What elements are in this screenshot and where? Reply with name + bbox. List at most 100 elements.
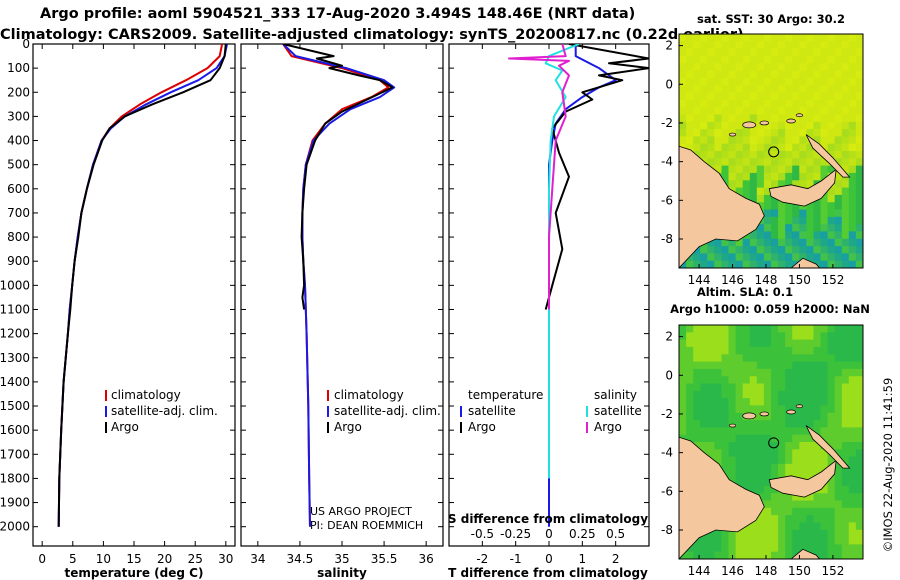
map-cell [806,143,815,152]
map-cell [728,456,737,465]
map-cell [735,238,744,247]
map-cell [806,361,815,370]
map-cell [707,361,715,370]
map-cell [742,346,751,355]
map-cell [799,114,807,123]
map-cell [855,515,863,523]
map-cell [827,41,836,50]
map-cell [693,427,701,436]
map-cell [714,121,723,130]
map-cell [721,253,730,262]
map-cell [771,209,779,218]
map-cell [728,354,737,363]
lon-tick-label: 146 [721,564,744,578]
map-cell [707,537,715,545]
map-cell [834,48,843,57]
map-cell [721,463,730,472]
map-cell [834,172,843,181]
map-cell [792,515,800,523]
map-cell [855,224,863,232]
map-cell [841,194,850,203]
map-cell [799,158,807,167]
map-cell [820,537,829,545]
map-cell [778,165,786,174]
map-cell [841,325,850,333]
map-cell [728,165,737,174]
map-cell [799,376,807,385]
map-cell [756,354,765,363]
map-cell [686,361,694,370]
map-cell [735,165,744,174]
map-cell [806,121,815,130]
map-cell [700,92,708,101]
map-cell [785,158,793,167]
map-cell [820,522,829,531]
map-cell [771,500,779,509]
map-cell [707,99,715,108]
map-cell [778,260,786,268]
map-cell [848,354,857,363]
legend-argo: Argo [334,420,362,434]
map-cell [792,507,800,516]
map-cell [728,427,737,436]
map-cell [834,151,843,159]
map-cell [813,398,822,406]
map-cell [735,339,744,348]
map-cell [707,420,715,428]
map-cell [749,463,758,472]
map-cell [714,368,723,377]
lon-tick-label: 144 [688,273,711,287]
map-cell [834,368,843,377]
map-cell [714,165,723,174]
map-cell [841,456,850,465]
map-cell [700,143,708,152]
map-cell [749,551,758,559]
map-cell [714,537,723,545]
map-cell [771,202,779,211]
map-cell [813,412,822,421]
map-cell [778,63,786,72]
map-cell [820,194,829,203]
map-cell [778,129,786,137]
map-cell [855,398,863,406]
map-cell [728,442,737,450]
map-cell [827,209,836,218]
lon-tick-label: 146 [721,273,744,287]
map-cell [707,246,715,254]
map-cell [742,92,751,101]
x-tick-label: 1 [579,552,587,566]
map-cell [771,383,779,392]
map-cell [707,405,715,414]
map-cell [693,398,701,406]
map-cell [848,537,857,545]
map-cell [841,420,850,428]
map-cell [686,143,694,152]
map-cell [806,158,815,167]
map-cell [707,412,715,421]
map-cell [735,434,744,443]
map-cell [848,121,857,130]
map-cell [778,383,786,392]
legend-temperature-heading: temperature [468,388,543,402]
map-cell [834,449,843,458]
map-cell [756,253,765,262]
map-cell [834,354,843,363]
map-cell [813,368,822,377]
map-cell [728,180,737,189]
map-cell [763,246,772,254]
t-difference-xlabel: T difference from climatology [448,566,648,580]
map-cell [742,339,751,348]
map-cell [813,354,822,363]
map-cell [756,493,765,502]
map-cell [778,246,786,254]
map-cell [700,361,708,370]
map-cell [707,107,715,115]
series-argo [282,44,394,310]
island [786,118,796,124]
map-cell [813,332,822,341]
map-cell [686,412,694,421]
map-cell [841,253,850,262]
lat-tick-label: 2 [665,39,673,53]
map-cell [714,92,723,101]
map-cell [827,390,836,399]
